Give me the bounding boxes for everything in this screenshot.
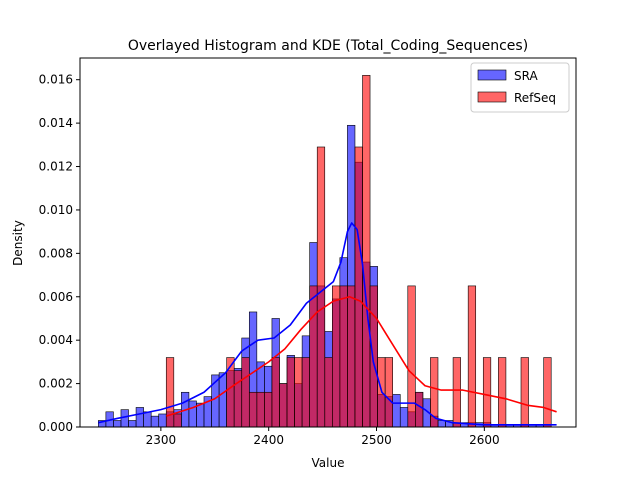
refseq-bar [241, 357, 250, 428]
x-tick-label: 2300 [146, 433, 177, 447]
sra-kde-line [98, 222, 557, 426]
refseq-bar [347, 285, 356, 428]
y-tick-label: 0.006 [39, 290, 73, 304]
x-tick-label: 2500 [361, 433, 392, 447]
sra-bar [120, 409, 129, 428]
y-axis-ticks: 0.000 0.002 0.004 0.006 0.008 0.010 0.012 0.014… [39, 73, 80, 434]
refseq-bar [452, 357, 461, 428]
y-tick-label: 0.000 [39, 420, 73, 434]
x-tick-label: 2600 [469, 433, 500, 447]
refseq-bar [369, 285, 378, 428]
legend-swatch-sra [477, 69, 507, 81]
refseq-bar [467, 285, 477, 428]
refseq-bar [233, 370, 243, 428]
x-axis-label: Value [312, 456, 345, 470]
legend-label-sra: SRA [514, 69, 538, 83]
y-tick-label: 0.010 [39, 203, 73, 217]
refseq-bar [362, 75, 371, 428]
y-tick-label: 0.002 [39, 377, 73, 391]
refseq-bar [520, 357, 529, 428]
refseq-bar [294, 357, 303, 428]
refseq-bar [173, 413, 182, 428]
sra-bar [150, 415, 160, 428]
y-tick-label: 0.012 [39, 160, 73, 174]
refseq-bar [279, 383, 288, 428]
chart-title: Overlayed Histogram and KDE (Total_Codin… [128, 38, 528, 54]
y-tick-label: 0.008 [39, 246, 73, 260]
refseq-bar [339, 285, 348, 428]
sra-bar [437, 420, 446, 428]
refseq-bar [286, 357, 295, 428]
sra-bar [143, 411, 152, 428]
refseq-bar [482, 357, 492, 428]
refseq-bar [264, 391, 273, 428]
y-tick-label: 0.014 [39, 116, 73, 130]
refseq-bar [316, 146, 326, 428]
sra-bar [392, 394, 401, 428]
sra-bar [188, 400, 197, 428]
refseq-bar [256, 391, 265, 428]
sra-bar [196, 402, 205, 428]
legend-label-refseq: RefSeq [514, 91, 556, 105]
refseq-bar [301, 357, 310, 428]
plot-area-frame [79, 57, 577, 428]
refseq-bar [271, 357, 280, 428]
refseq-bar [248, 391, 258, 428]
refseq-bar [407, 285, 416, 428]
refseq-bar [354, 146, 363, 428]
refseq-bar [309, 285, 318, 428]
refseq-kde-line [166, 295, 557, 417]
refseq-bar [384, 357, 393, 428]
y-tick-label: 0.016 [39, 73, 73, 87]
refseq-bar [332, 285, 341, 428]
y-axis-label: Density [11, 220, 25, 266]
sra-bar [218, 372, 227, 428]
refseq-bar [498, 357, 507, 428]
refseq-bar [415, 391, 424, 428]
refseq-bar [543, 357, 552, 428]
sra-bar [158, 413, 167, 428]
legend: SRA RefSeq [470, 62, 570, 113]
y-tick-label: 0.004 [39, 333, 73, 347]
sra-bar [128, 420, 137, 428]
sra-bar [113, 420, 122, 428]
sra-bar [399, 407, 409, 428]
sra-bar [135, 407, 144, 428]
refseq-bar [324, 357, 333, 428]
x-tick-label: 2400 [253, 433, 284, 447]
kde-lines [98, 222, 557, 426]
legend-swatch-refseq [477, 91, 507, 103]
x-axis-ticks: 2300 2400 2500 2600 [146, 427, 500, 447]
refseq-bar [226, 357, 235, 428]
